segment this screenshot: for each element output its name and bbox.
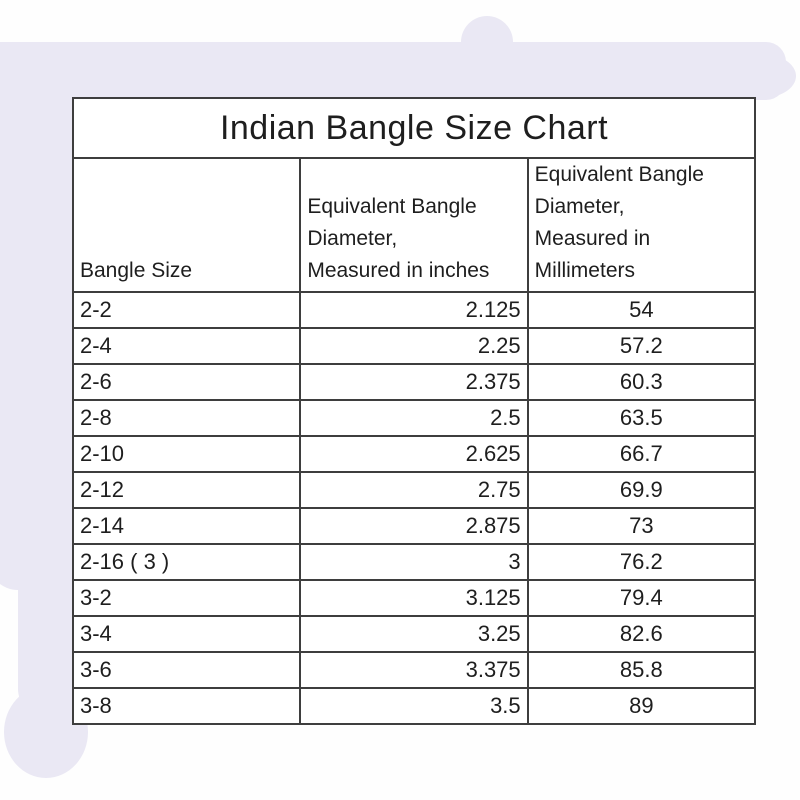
millimeters-cell: 63.5 bbox=[526, 398, 757, 437]
column-header-inches: Equivalent Bangle Diameter, Measured in … bbox=[299, 157, 529, 293]
table-row: 2-16 ( 3 ) 3 76.2 bbox=[71, 542, 757, 581]
millimeters-cell: 57.2 bbox=[526, 326, 757, 365]
bangle-size-cell: 3-6 bbox=[71, 650, 302, 689]
table-row: 3-8 3.5 89 bbox=[71, 686, 757, 725]
millimeters-cell: 69.9 bbox=[526, 470, 757, 509]
inches-cell: 2.125 bbox=[299, 290, 529, 329]
inches-cell: 3.5 bbox=[299, 686, 529, 725]
table-row: 2-10 2.625 66.7 bbox=[71, 434, 757, 473]
bangle-size-cell: 2-14 bbox=[71, 506, 302, 545]
table-row: 3-6 3.375 85.8 bbox=[71, 650, 757, 689]
table-row: 2-2 2.125 54 bbox=[71, 290, 757, 329]
millimeters-cell: 89 bbox=[526, 686, 757, 725]
page-title: Indian Bangle Size Chart bbox=[72, 97, 756, 159]
bangle-size-cell: 2-4 bbox=[71, 326, 302, 365]
bangle-size-chart-table: Indian Bangle Size Chart Bangle Size Equ… bbox=[71, 97, 757, 725]
inches-cell: 2.375 bbox=[299, 362, 529, 401]
millimeters-cell: 79.4 bbox=[526, 578, 757, 617]
inches-cell: 2.5 bbox=[299, 398, 529, 437]
millimeters-cell: 60.3 bbox=[526, 362, 757, 401]
bangle-size-cell: 2-10 bbox=[71, 434, 302, 473]
column-header-millimeters: Equivalent Bangle Diameter, Measured in … bbox=[526, 157, 757, 293]
table-row: 2-4 2.25 57.2 bbox=[71, 326, 757, 365]
millimeters-cell: 73 bbox=[526, 506, 757, 545]
inches-cell: 3.375 bbox=[299, 650, 529, 689]
inches-cell: 2.75 bbox=[299, 470, 529, 509]
watermark-left-blob bbox=[0, 250, 82, 410]
bangle-size-cell: 2-16 ( 3 ) bbox=[71, 542, 302, 581]
watermark-left-strip bbox=[0, 375, 74, 590]
watermark-left-strip bbox=[18, 545, 80, 715]
millimeters-cell: 82.6 bbox=[526, 614, 757, 653]
column-header-bangle-size: Bangle Size bbox=[71, 157, 302, 293]
millimeters-cell: 66.7 bbox=[526, 434, 757, 473]
table-row: 2-12 2.75 69.9 bbox=[71, 470, 757, 509]
bangle-size-cell: 2-2 bbox=[71, 290, 302, 329]
table-row: 2-6 2.375 60.3 bbox=[71, 362, 757, 401]
watermark-band-end bbox=[728, 54, 796, 98]
watermark-bottom-blob bbox=[4, 686, 88, 778]
table-row: 2-8 2.5 63.5 bbox=[71, 398, 757, 437]
inches-cell: 3 bbox=[299, 542, 529, 581]
table-row: 3-2 3.125 79.4 bbox=[71, 578, 757, 617]
header-row: Bangle Size Equivalent Bangle Diameter, … bbox=[71, 157, 757, 293]
inches-cell: 3.25 bbox=[299, 614, 529, 653]
watermark-band bbox=[0, 42, 786, 100]
bangle-size-cell: 2-8 bbox=[71, 398, 302, 437]
bangle-size-cell: 3-8 bbox=[71, 686, 302, 725]
inches-cell: 3.125 bbox=[299, 578, 529, 617]
watermark-bump bbox=[461, 16, 513, 68]
millimeters-cell: 85.8 bbox=[526, 650, 757, 689]
inches-cell: 2.875 bbox=[299, 506, 529, 545]
millimeters-cell: 76.2 bbox=[526, 542, 757, 581]
inches-cell: 2.25 bbox=[299, 326, 529, 365]
bangle-size-cell: 3-4 bbox=[71, 614, 302, 653]
bangle-size-cell: 2-6 bbox=[71, 362, 302, 401]
title-row: Indian Bangle Size Chart bbox=[72, 97, 756, 159]
bangle-size-cell: 3-2 bbox=[71, 578, 302, 617]
bangle-size-cell: 2-12 bbox=[71, 470, 302, 509]
table-row: 3-4 3.25 82.6 bbox=[71, 614, 757, 653]
millimeters-cell: 54 bbox=[526, 290, 757, 329]
inches-cell: 2.625 bbox=[299, 434, 529, 473]
table-row: 2-14 2.875 73 bbox=[71, 506, 757, 545]
